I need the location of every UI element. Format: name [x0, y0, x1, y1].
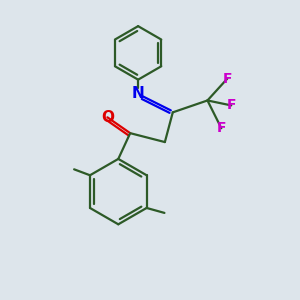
Text: F: F — [223, 72, 232, 86]
Text: F: F — [226, 98, 236, 112]
Text: F: F — [217, 121, 226, 135]
Text: O: O — [101, 110, 114, 125]
Text: N: N — [132, 86, 145, 101]
